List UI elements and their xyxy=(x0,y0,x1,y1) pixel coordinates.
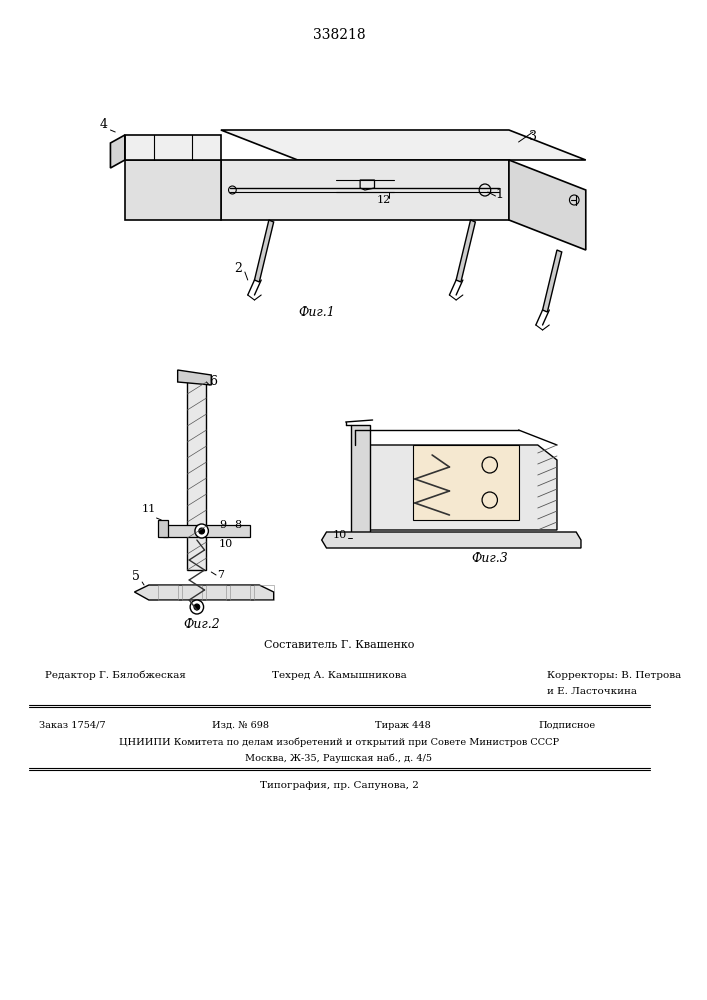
Circle shape xyxy=(195,524,209,538)
Text: 10: 10 xyxy=(218,539,233,549)
Text: 12: 12 xyxy=(377,195,391,205)
Text: Типография, пр. Сапунова, 2: Типография, пр. Сапунова, 2 xyxy=(259,780,419,790)
Text: Редактор Г. Бялобжеская: Редактор Г. Бялобжеская xyxy=(45,670,186,680)
Polygon shape xyxy=(125,135,221,160)
Text: 2: 2 xyxy=(234,262,242,275)
Text: Фиг.1: Фиг.1 xyxy=(298,306,335,318)
Polygon shape xyxy=(187,380,206,570)
Polygon shape xyxy=(351,425,370,540)
Text: 11: 11 xyxy=(141,504,156,514)
Text: 338218: 338218 xyxy=(312,28,366,42)
Polygon shape xyxy=(158,520,168,537)
Text: 3: 3 xyxy=(529,130,537,143)
Polygon shape xyxy=(177,370,211,385)
Polygon shape xyxy=(509,160,586,250)
Polygon shape xyxy=(221,160,509,220)
Polygon shape xyxy=(255,220,274,282)
Text: 7: 7 xyxy=(217,570,224,580)
Text: Техред А. Камышникова: Техред А. Камышникова xyxy=(271,670,407,680)
Circle shape xyxy=(194,604,200,610)
Polygon shape xyxy=(456,220,475,282)
Text: Тираж 448: Тираж 448 xyxy=(375,720,431,730)
Polygon shape xyxy=(413,445,518,520)
Polygon shape xyxy=(163,525,250,537)
Text: Заказ 1754/7: Заказ 1754/7 xyxy=(39,720,105,730)
Text: Корректоры: В. Петрова: Корректоры: В. Петрова xyxy=(547,670,682,680)
Text: Фиг.3: Фиг.3 xyxy=(472,552,508,564)
Polygon shape xyxy=(134,585,274,600)
Polygon shape xyxy=(542,250,562,312)
Text: Подписное: Подписное xyxy=(538,720,595,730)
Circle shape xyxy=(199,528,204,534)
Text: Москва, Ж-35, Раушская наб., д. 4/5: Москва, Ж-35, Раушская наб., д. 4/5 xyxy=(245,753,433,763)
Text: Изд. № 698: Изд. № 698 xyxy=(211,720,269,730)
Text: ЦНИИПИ Комитета по делам изобретений и открытий при Совете Министров СССР: ЦНИИПИ Комитета по делам изобретений и о… xyxy=(119,737,559,747)
Text: 1: 1 xyxy=(496,188,503,201)
Polygon shape xyxy=(125,160,221,220)
Polygon shape xyxy=(221,130,586,160)
Text: Фиг.2: Фиг.2 xyxy=(183,618,220,632)
Polygon shape xyxy=(356,445,557,530)
Text: 5: 5 xyxy=(132,570,140,583)
Text: 6: 6 xyxy=(209,375,217,388)
Circle shape xyxy=(190,600,204,614)
Text: 9: 9 xyxy=(219,520,226,530)
Polygon shape xyxy=(110,135,125,168)
Text: 4: 4 xyxy=(100,118,107,131)
Text: 8: 8 xyxy=(235,520,242,530)
Text: Составитель Г. Квашенко: Составитель Г. Квашенко xyxy=(264,640,414,650)
Polygon shape xyxy=(322,532,581,548)
Text: 10: 10 xyxy=(333,530,347,540)
Text: и Е. Ласточкина: и Е. Ласточкина xyxy=(547,688,638,696)
